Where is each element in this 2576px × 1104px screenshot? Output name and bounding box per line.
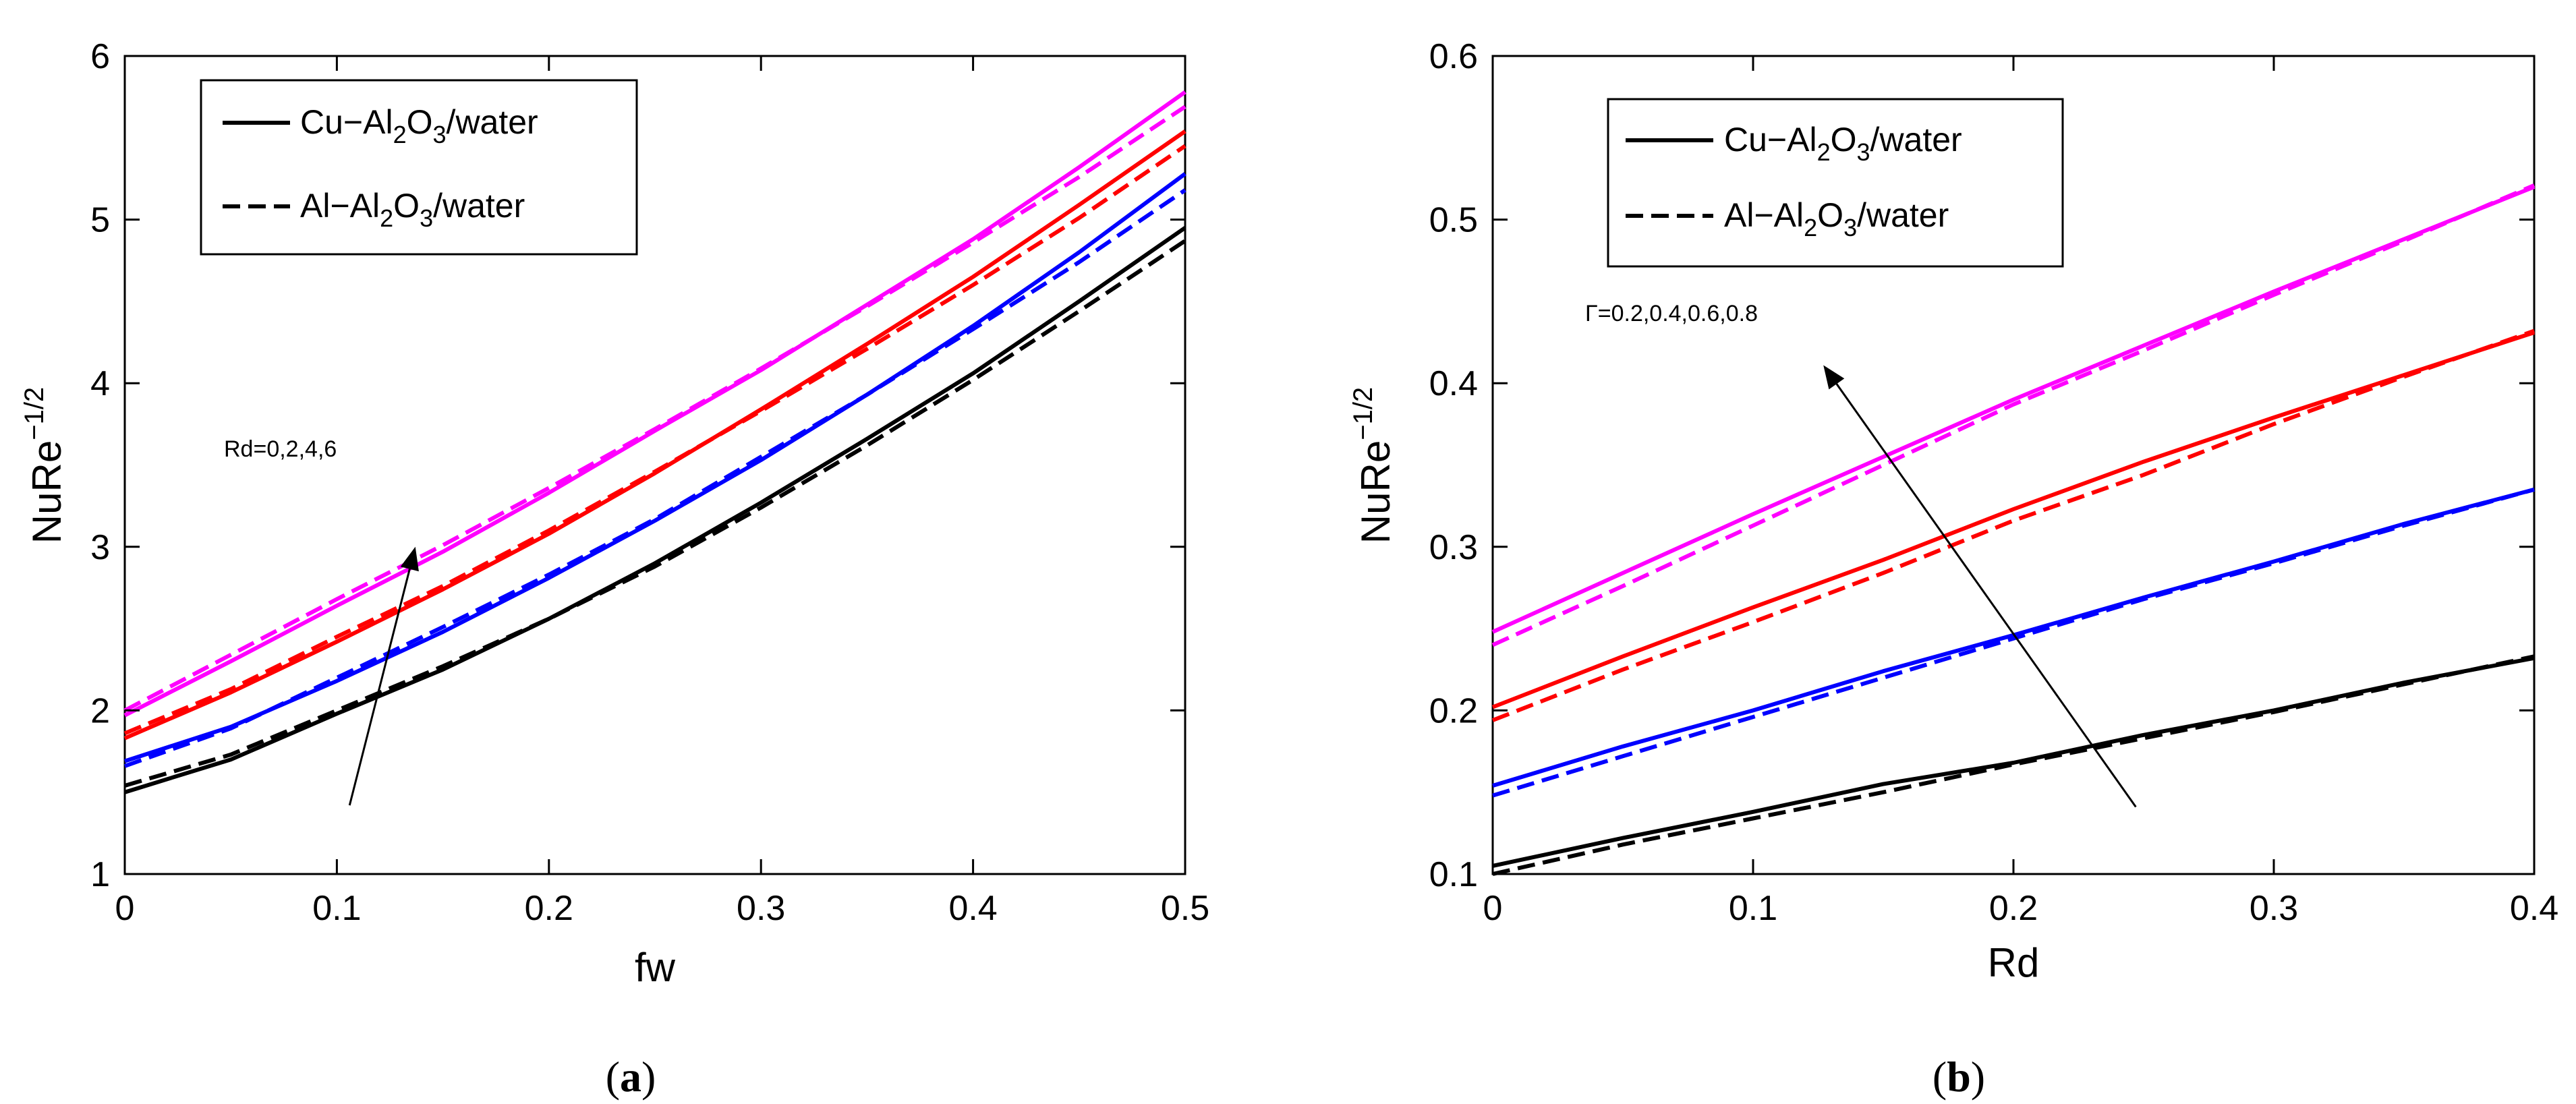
annotation-arrow-shaft — [348, 569, 411, 806]
series-line-b-1 — [1492, 654, 2535, 876]
x-tick-label: 0.4 — [2510, 889, 2558, 928]
panel-b: 0 0.1 0.2 0.3 0.40.10.20.30.40.50.6 Rd NuRe−… — [1348, 37, 2558, 1101]
series-line-b-3 — [1492, 488, 2535, 798]
series-line-a-1 — [124, 239, 1186, 788]
series-line-a-7 — [123, 105, 1186, 713]
x-tick-label: 0.4 — [948, 889, 997, 928]
y-axis-label: NuRe−1/2 — [1348, 387, 1398, 544]
y-tick-label: 4 — [90, 364, 110, 403]
annotation-arrow-head — [1823, 365, 1845, 390]
y-tick-label: 0.3 — [1429, 528, 1478, 567]
gamma-annotation: Γ=0.2,0.4,0.6,0.8 — [1585, 301, 1758, 326]
y-axis-label-exponent: −1/2 — [1348, 387, 1378, 440]
y-tick-label: 1 — [90, 855, 110, 894]
rd-arrow — [348, 546, 419, 806]
series-line-b-4 — [1491, 330, 2535, 709]
legend-entry-cu: Cu−Al2O3/water — [300, 103, 538, 148]
y-tick-label: 0.6 — [1429, 37, 1478, 76]
x-tick-label: 0.2 — [1989, 889, 2038, 928]
x-axis-label: Rd — [1988, 940, 2040, 985]
rd-annotation: Rd=0,2,4,6 — [224, 436, 337, 462]
y-tick-label: 0.4 — [1429, 364, 1478, 403]
gamma-arrow — [1823, 365, 2137, 808]
x-tick-label: 0.5 — [1161, 889, 1209, 928]
y-tick-label: 6 — [90, 37, 110, 76]
annotation-arrow-shaft — [1835, 383, 2137, 808]
y-tick-label: 2 — [90, 691, 110, 730]
legend-box — [200, 79, 638, 256]
series-line-b-5 — [1491, 328, 2535, 722]
annotation-arrow-head — [400, 546, 419, 572]
x-tick-label: 0.3 — [2250, 889, 2298, 928]
series-line-a-5 — [123, 144, 1186, 736]
y-tick-label: 0.2 — [1429, 691, 1478, 730]
panel-a: 0 0.1 0.2 0.3 0.4 0.5 1 2 3 4 5 6 fw NuRe−1/2 Cu−Al… — [20, 37, 1209, 1101]
panel-label-a: (a) — [606, 1053, 656, 1101]
legend-entry-al: Al−Al2O3/water — [1724, 196, 1949, 241]
y-tick-label: 0.1 — [1429, 855, 1478, 894]
series-line-b-7 — [1491, 183, 2536, 647]
series-line-a-3 — [123, 188, 1186, 768]
legend-box — [1607, 98, 2064, 268]
panel-label-b: (b) — [1933, 1053, 1985, 1101]
y-tick-label: 5 — [90, 201, 110, 240]
legend-entry-al: Al−Al2O3/water — [300, 187, 525, 232]
ticks-b: 0 0.1 0.2 0.3 0.40.10.20.30.40.50.6 — [1429, 37, 2558, 928]
x-tick-label: 0 — [115, 889, 135, 928]
x-tick-label: 0.3 — [737, 889, 785, 928]
x-tick-label: 0.2 — [525, 889, 573, 928]
y-axis-label-exponent: −1/2 — [20, 387, 49, 440]
x-tick-label: 0 — [1483, 889, 1503, 928]
legend: Cu−Al2O3/water Al−Al2O3/water — [200, 79, 638, 256]
y-axis-label: NuRe−1/2 — [20, 387, 69, 544]
x-axis-label: fw — [635, 945, 676, 990]
legend-entry-cu: Cu−Al2O3/water — [1724, 121, 1962, 166]
series-layer-a — [123, 90, 1186, 794]
y-tick-label: 0.5 — [1429, 201, 1478, 240]
y-axis-label-base: NuRe — [24, 440, 69, 544]
ticks-a: 0 0.1 0.2 0.3 0.4 0.5 1 2 3 4 5 6 — [90, 37, 1209, 928]
x-tick-label: 0.1 — [312, 889, 361, 928]
series-line-a-0 — [124, 226, 1186, 794]
x-tick-label: 0.1 — [1729, 889, 1777, 928]
y-axis-label-base: NuRe — [1353, 440, 1398, 544]
legend: Cu−Al2O3/water Al−Al2O3/water — [1607, 98, 2064, 268]
y-tick-label: 3 — [90, 528, 110, 567]
